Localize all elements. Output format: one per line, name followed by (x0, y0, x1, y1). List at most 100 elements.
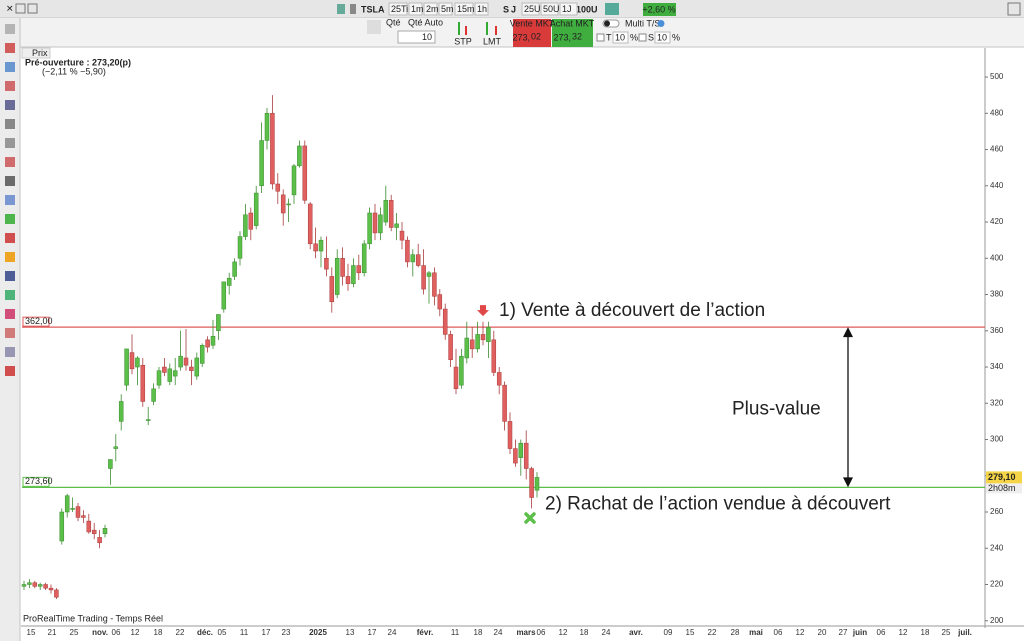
tool-icon[interactable] (5, 119, 15, 129)
level-label: 273,60 (25, 476, 53, 486)
week-button[interactable]: S (503, 4, 509, 14)
daily-change: +2,60 % (642, 4, 675, 14)
chart-pane (21, 48, 985, 626)
interval-button[interactable] (438, 2, 453, 16)
t-input[interactable] (612, 31, 629, 44)
candle-body (59, 511, 65, 542)
tool-icon[interactable] (5, 309, 15, 319)
tool-icon[interactable] (5, 43, 15, 53)
tab-label[interactable]: Prix (32, 48, 48, 58)
candle-body (405, 239, 410, 263)
tool-icon[interactable] (5, 233, 15, 243)
buy-button[interactable] (552, 19, 593, 47)
checkbox[interactable] (596, 33, 605, 42)
tool-icon[interactable] (5, 347, 15, 357)
tool-icon[interactable] (5, 81, 15, 91)
candle-body (475, 334, 480, 350)
toggle-knob[interactable] (604, 20, 610, 27)
s-input[interactable] (654, 31, 671, 44)
candle-body (302, 145, 308, 201)
x-tick-label: 06 (877, 628, 886, 637)
interval-label[interactable]: 1m (411, 4, 424, 14)
candle-body (334, 258, 340, 295)
tool-icon[interactable] (367, 20, 381, 34)
tool-icon[interactable] (5, 24, 15, 34)
sell-label[interactable]: Vente MKT (510, 18, 555, 28)
window-icon[interactable] (27, 3, 38, 14)
tab[interactable] (21, 47, 51, 59)
candle-body (318, 239, 324, 252)
sell-price-dec[interactable]: 02 (531, 31, 541, 41)
tool-icon[interactable] (605, 3, 619, 15)
unit-button[interactable] (559, 2, 578, 16)
tool-icon[interactable] (337, 4, 345, 14)
y-tick-label: 340 (990, 362, 1004, 371)
candle-body (167, 368, 173, 382)
candle-body (145, 419, 151, 421)
arrow-head (843, 327, 853, 338)
tool-icon[interactable] (5, 328, 15, 338)
buy-price-int[interactable]: 273, (553, 32, 571, 42)
candle-body (534, 477, 540, 491)
gain-annotation: Plus-value (732, 398, 821, 419)
interval-label[interactable]: 2m (426, 4, 439, 14)
tool-icon[interactable] (5, 271, 15, 281)
tool-icon[interactable] (5, 100, 15, 110)
unit-label[interactable]: 25U (524, 4, 541, 14)
candle-body (529, 468, 534, 498)
tool-icon[interactable] (5, 62, 15, 72)
lmt-button[interactable]: LMT (483, 36, 502, 46)
stp-button[interactable]: STP (454, 36, 472, 46)
sell-price-int[interactable]: 273, (512, 32, 530, 42)
candle-body (513, 448, 518, 464)
x-tick-label: 21 (48, 628, 57, 637)
tool-icon[interactable] (5, 214, 15, 224)
candle-body (70, 508, 75, 510)
interval-label[interactable]: 15m (457, 4, 475, 14)
unit-button[interactable] (540, 2, 559, 16)
tool-icon[interactable] (5, 366, 15, 376)
unit-button[interactable] (521, 2, 540, 16)
sell-button[interactable] (513, 19, 551, 47)
interval-label[interactable]: 25Ti (391, 4, 408, 14)
maximize-icon[interactable] (1007, 2, 1021, 16)
tool-icon[interactable] (350, 4, 356, 14)
candle-body (216, 314, 221, 332)
t-value[interactable]: 10 (615, 32, 625, 42)
tool-icon[interactable] (5, 157, 15, 167)
interval-button[interactable] (474, 2, 489, 16)
qty-value[interactable]: 10 (422, 32, 432, 42)
buy-label[interactable]: Achat MKT (550, 18, 595, 28)
interval-label[interactable]: 1h (477, 4, 487, 14)
help-icon[interactable] (657, 20, 665, 27)
tool-icon[interactable] (5, 252, 15, 262)
candle-body (156, 370, 162, 386)
unit-label[interactable]: 50U (543, 4, 560, 14)
window-icon[interactable] (15, 3, 26, 14)
quantity-preset[interactable]: 100U (576, 4, 598, 14)
tool-icon[interactable] (5, 138, 15, 148)
interval-button[interactable] (423, 2, 438, 16)
checkbox[interactable] (638, 33, 647, 42)
tool-icon[interactable] (5, 195, 15, 205)
sell-annotation: 1) Vente à découvert de l’action (499, 300, 765, 321)
interval-button[interactable] (454, 2, 474, 16)
tool-icon[interactable] (5, 290, 15, 300)
period-select[interactable]: J (511, 4, 516, 14)
interval-button[interactable] (388, 2, 408, 16)
candle-body (248, 212, 254, 230)
qty-input[interactable] (397, 30, 436, 44)
symbol[interactable]: TSLA (361, 4, 385, 14)
qty-auto[interactable]: Qté Auto (408, 17, 443, 27)
buy-price-dec[interactable]: 32 (572, 31, 582, 41)
x-tick-label: 12 (559, 628, 568, 637)
timer: 2h08m (988, 483, 1016, 493)
interval-button[interactable] (408, 2, 423, 16)
close-icon[interactable]: ✕ (6, 3, 14, 13)
interval-label[interactable]: 5m (441, 4, 454, 14)
unit-label[interactable]: 1J (562, 4, 572, 14)
tool-icon[interactable] (5, 176, 15, 186)
candle-body (469, 339, 475, 350)
candle-body (75, 506, 81, 518)
s-value[interactable]: 10 (657, 32, 667, 42)
